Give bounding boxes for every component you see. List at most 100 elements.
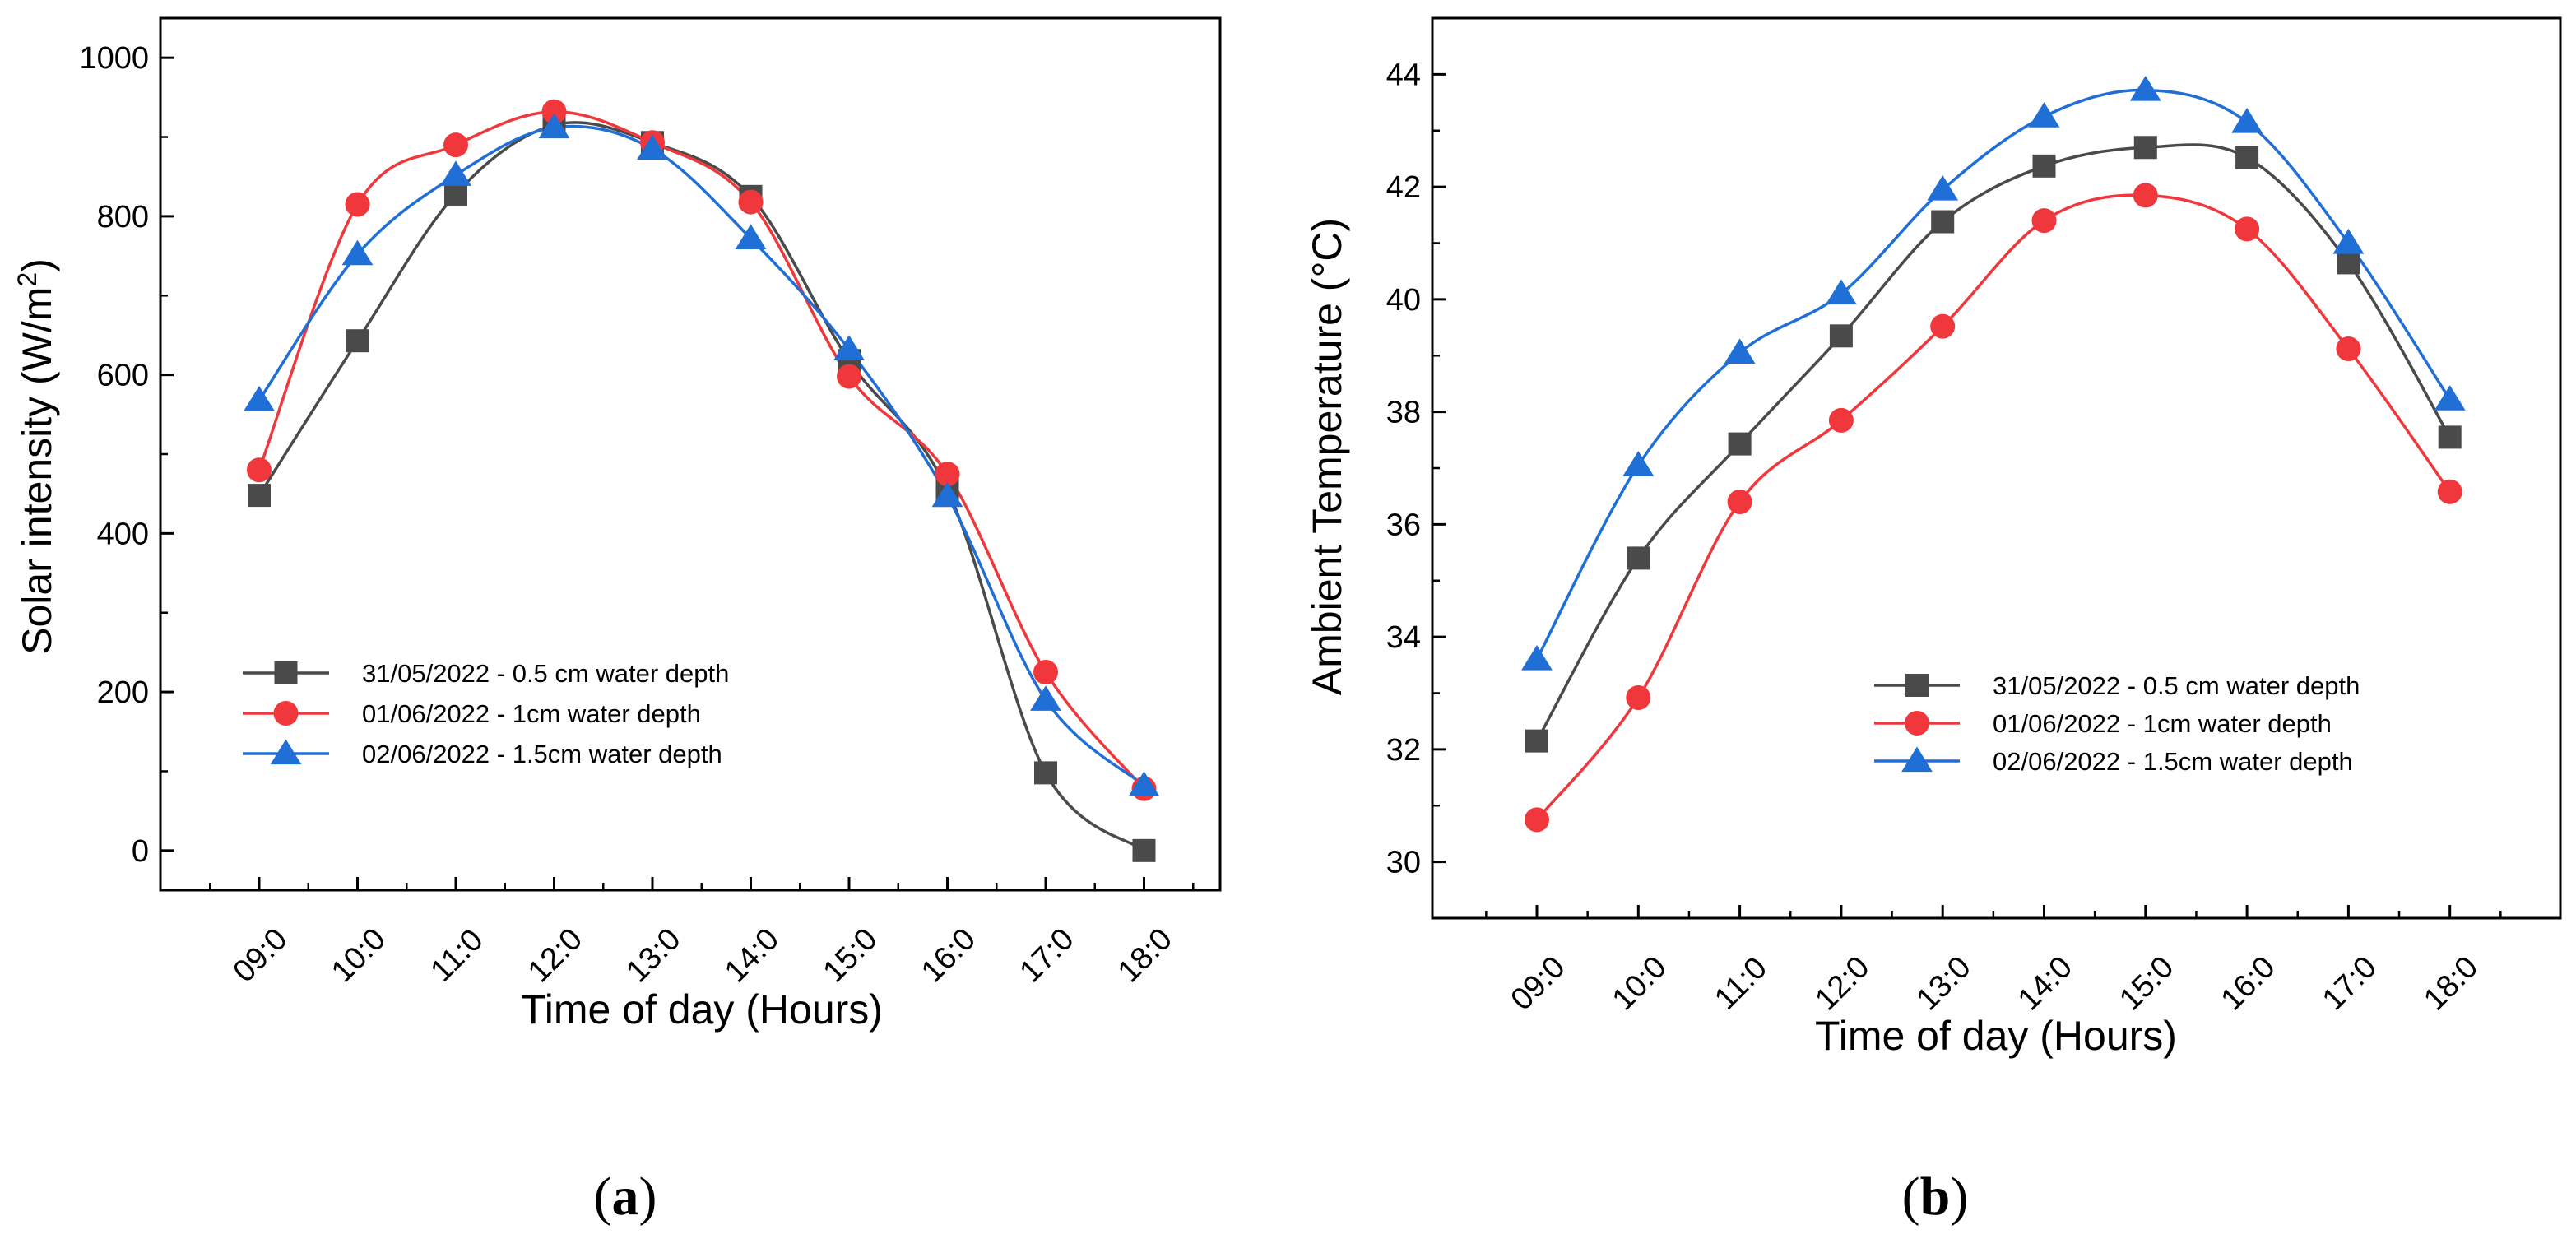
data-point xyxy=(248,484,271,508)
series-line xyxy=(1535,193,2452,821)
x-tick-label: 16:0 xyxy=(2215,950,2282,1018)
y-tick-label: 44 xyxy=(1386,58,1421,92)
data-point xyxy=(443,132,468,158)
data-point xyxy=(1525,729,1548,753)
x-tick-label: 17:0 xyxy=(2316,950,2383,1018)
data-point xyxy=(346,329,369,353)
data-point xyxy=(1622,451,1655,476)
data-point xyxy=(1927,175,1959,201)
data-point xyxy=(2133,183,2158,208)
legend-label: 31/05/2022 - 0.5 cm water depth xyxy=(362,659,729,688)
x-tick-label: 12:0 xyxy=(522,922,589,990)
plot-frame xyxy=(1431,16,2562,920)
panel-label: (b) xyxy=(1902,1167,1969,1227)
y-axis-title-main: Ambient Temperature (°C) xyxy=(1304,218,1350,695)
data-point xyxy=(2434,385,2466,411)
legend-label: 01/06/2022 - 1cm water depth xyxy=(362,699,701,728)
data-point xyxy=(738,189,764,215)
y-axis-title: Solar intensity (W/m2) xyxy=(12,258,60,655)
x-tick-label: 18:0 xyxy=(2417,950,2485,1018)
legend-label: 31/05/2022 - 0.5 cm water depth xyxy=(1993,671,2360,700)
data-point xyxy=(345,192,370,217)
chart-panel-b: 30 32 34 36 38 40 42 44 09:0 10:0 11:0 12:0 13:0 14:0… xyxy=(1304,16,2562,1227)
data-point xyxy=(1034,761,1057,785)
data-point xyxy=(2028,102,2060,128)
data-point xyxy=(1826,279,1857,305)
y-tick-label: 42 xyxy=(1386,170,1421,205)
data-point xyxy=(2129,76,2161,101)
data-point xyxy=(2032,154,2056,178)
x-tick-label: 13:0 xyxy=(620,922,688,990)
legend-marker xyxy=(274,661,298,684)
data-point xyxy=(931,481,963,508)
data-point xyxy=(837,364,861,389)
x-tick-label: 16:0 xyxy=(915,922,982,990)
data-point xyxy=(1030,685,1061,711)
data-point xyxy=(833,335,865,360)
data-point xyxy=(538,113,570,139)
data-point xyxy=(444,182,467,206)
panel-label-letter: b xyxy=(1920,1167,1951,1227)
legend-marker xyxy=(1901,746,1933,773)
data-point xyxy=(341,239,374,266)
y-tick-label: 36 xyxy=(1386,508,1421,542)
data-point xyxy=(2438,425,2462,449)
panel-label-letter: a xyxy=(612,1167,639,1227)
y-axis-title-sup: 2 xyxy=(12,272,42,287)
y-tick-label: 1000 xyxy=(79,41,149,76)
x-tick-label: 10:0 xyxy=(325,922,392,990)
series-line xyxy=(1535,143,2452,742)
data-point xyxy=(247,457,272,483)
y-tick-label: 600 xyxy=(97,359,149,393)
data-point xyxy=(2133,136,2157,160)
series-line xyxy=(258,121,1145,852)
x-tick-label: 14:0 xyxy=(718,922,786,990)
x-tick-label: 15:0 xyxy=(2113,950,2180,1018)
legend-marker xyxy=(273,701,299,726)
x-tick-label: 18:0 xyxy=(1112,922,1179,990)
data-point xyxy=(440,160,471,186)
data-point xyxy=(2437,479,2462,504)
y-tick-label: 0 xyxy=(132,834,149,869)
y-tick-label: 38 xyxy=(1386,396,1421,430)
data-point xyxy=(1033,660,1058,684)
x-axis-title: Time of day (Hours) xyxy=(521,986,883,1032)
legend-label: 02/06/2022 - 1.5cm water depth xyxy=(1993,747,2353,776)
y-axis-title-close: ) xyxy=(14,258,60,272)
x-axis-title: Time of day (Hours) xyxy=(1815,1013,2177,1059)
x-tick-label: 13:0 xyxy=(1910,950,1978,1018)
x-tick-label: 09:0 xyxy=(227,922,295,990)
x-tick-label: 14:0 xyxy=(2012,950,2079,1018)
data-point xyxy=(637,134,668,160)
data-point xyxy=(2332,229,2365,254)
y-tick-label: 40 xyxy=(1386,283,1421,318)
legend-marker xyxy=(1905,711,1929,736)
panel-label-open: ( xyxy=(594,1167,612,1227)
legend-marker xyxy=(270,739,302,765)
x-tick-label: 15:0 xyxy=(817,922,884,990)
y-tick-label: 200 xyxy=(97,675,149,710)
legend-label: 02/06/2022 - 1.5cm water depth xyxy=(362,740,722,768)
legend-label: 01/06/2022 - 1cm water depth xyxy=(1993,709,2332,738)
data-point xyxy=(2235,216,2260,242)
y-axis-title-main: Solar intensity (W/m xyxy=(14,287,60,655)
x-tick-label: 09:0 xyxy=(1505,950,1572,1018)
x-tick-label: 17:0 xyxy=(1014,922,1081,990)
data-point xyxy=(2235,146,2259,169)
panel-label-close: ) xyxy=(639,1167,657,1227)
data-point xyxy=(1626,684,1651,710)
data-point xyxy=(1930,313,1956,339)
series-line xyxy=(1535,88,2452,661)
panel-label-close: ) xyxy=(1950,1167,1968,1227)
data-point xyxy=(1828,407,1854,433)
data-point xyxy=(1829,324,1853,348)
data-point xyxy=(2231,107,2263,133)
y-tick-label: 34 xyxy=(1386,620,1421,655)
legend-marker xyxy=(1905,674,1929,697)
data-point xyxy=(935,462,960,487)
data-point xyxy=(1728,432,1752,456)
y-tick-label: 30 xyxy=(1386,846,1421,880)
data-point xyxy=(2336,336,2361,362)
data-point xyxy=(1931,210,1955,234)
y-axis-title: Ambient Temperature (°C) xyxy=(1304,218,1350,695)
